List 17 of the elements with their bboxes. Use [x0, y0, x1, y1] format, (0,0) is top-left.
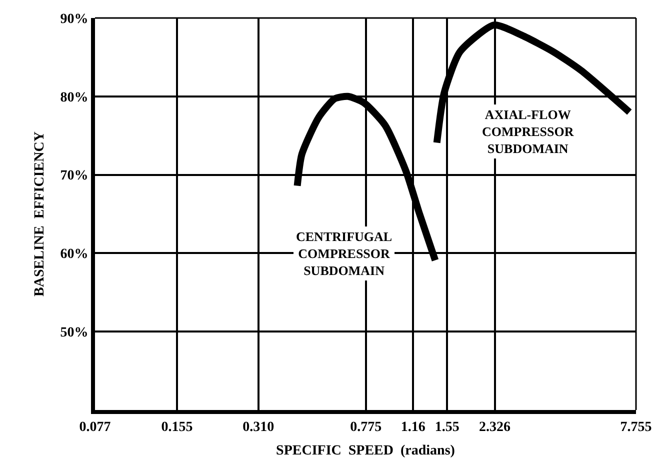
y-tick-label: 90%: [60, 12, 88, 27]
x-tick-label: 0.077: [79, 420, 111, 435]
annotation: AXIAL-FLOW COMPRESSOR SUBDOMAIN: [482, 107, 574, 156]
y-tick-label: 50%: [60, 326, 88, 340]
x-tick-label: 0.155: [161, 420, 193, 435]
x-tick-label: 2.326: [479, 420, 510, 435]
y-tick-label: 60%: [60, 247, 88, 262]
x-tick-label: 1.16: [400, 420, 426, 435]
x-tick-label: 1.55: [434, 420, 460, 435]
y-axis-title: BASELINE EFFICIENCY: [32, 132, 48, 296]
annotation: CENTRIFUGAL COMPRESSOR SUBDOMAIN: [296, 229, 392, 278]
x-tick-label: 7.755: [620, 420, 652, 435]
x-tick-label: 0.310: [242, 420, 274, 435]
x-tick-label: 0.775: [350, 420, 382, 435]
y-tick-label: 80%: [60, 90, 88, 106]
y-tick-label: 70%: [60, 168, 88, 184]
x-axis-title: SPECIFIC SPEED (radians): [276, 444, 456, 459]
